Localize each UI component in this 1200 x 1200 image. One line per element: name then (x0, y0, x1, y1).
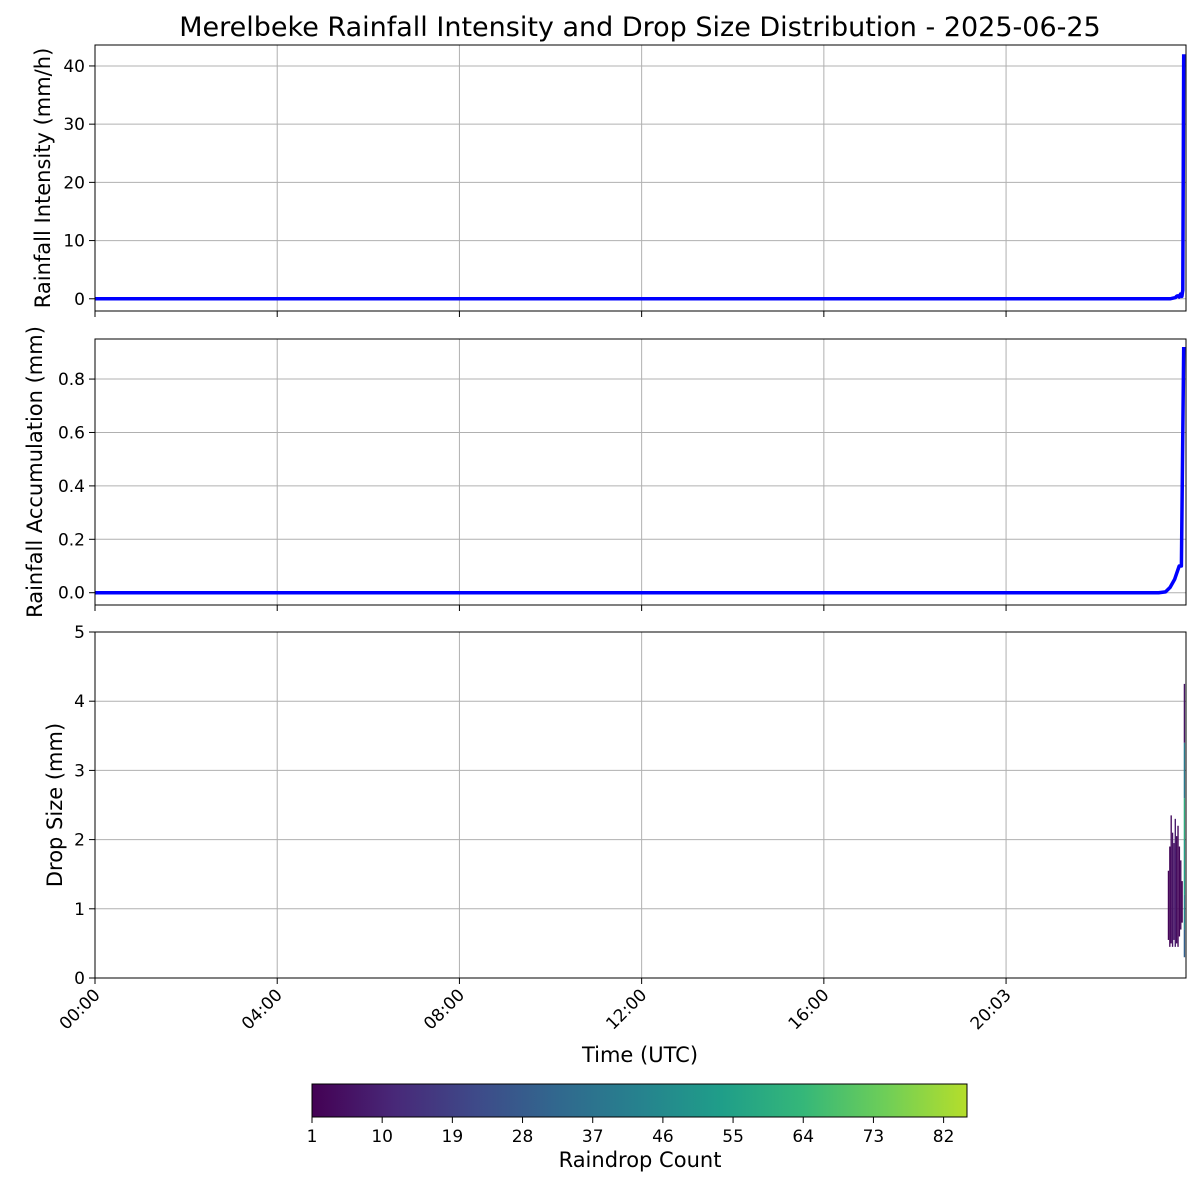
x-tick-label: 04:00 (238, 985, 287, 1034)
colorbar-tick-label: 82 (933, 1127, 955, 1147)
chart-title: Merelbeke Rainfall Intensity and Drop Si… (179, 12, 1100, 43)
colorbar-tick-label: 64 (792, 1127, 814, 1147)
heatmap-cell (1167, 870, 1170, 940)
heatmap-cell (1173, 843, 1175, 940)
colorbar-ticks: 1 10 19 28 37 46 55 64 73 82 (307, 1117, 955, 1147)
colorbar-tick-label: 55 (722, 1127, 744, 1147)
y-tick-label: 3 (74, 761, 85, 781)
heatmap-cell (1181, 881, 1183, 923)
heatmap-cell (1183, 683, 1186, 743)
x-tick-label: 00:00 (56, 985, 105, 1034)
intensity-grid (94, 45, 1186, 311)
dropsize-axes-frame (94, 631, 1187, 979)
accumulation-yticks: 0.0 0.2 0.4 0.6 0.8 (58, 370, 1007, 611)
heatmap-cell (1174, 818, 1176, 947)
heatmap-cell (1183, 929, 1186, 958)
intensity-axes-frame (94, 44, 1187, 312)
heatmap-cell (1180, 860, 1182, 930)
heatmap-cell (1175, 836, 1178, 944)
heatmap-cell (1183, 742, 1186, 799)
y-tick-label: 0.6 (58, 423, 85, 443)
intensity-ylabel: Rainfall Intensity (mm/h) (31, 48, 55, 309)
colorbar-tick-label: 37 (582, 1127, 604, 1147)
time-xlabel: Time (UTC) (581, 1043, 698, 1067)
heatmap-cell (1171, 832, 1174, 947)
heatmap-cell (1183, 839, 1186, 895)
intensity-series-line (95, 54, 1186, 301)
colorbar-tick-label: 19 (442, 1127, 464, 1147)
dropsize-yticks: 0 1 2 3 4 5 (74, 623, 1007, 989)
x-tick-label: 16:00 (785, 985, 834, 1034)
x-tick-label: 12:00 (602, 985, 651, 1034)
y-tick-label: 10 (63, 232, 85, 252)
y-tick-label: 2 (74, 831, 85, 851)
dropsize-heatmap-cells (1167, 683, 1186, 958)
heatmap-cell (1178, 846, 1181, 937)
colorbar-gradient (311, 1083, 968, 1118)
accumulation-grid (94, 339, 1186, 605)
heatmap-cell (1177, 825, 1179, 947)
heatmap-cell (1169, 846, 1171, 947)
colorbar-tick-label: 1 (307, 1127, 318, 1147)
accumulation-series-line (95, 346, 1186, 595)
x-tick-label: 20:03 (967, 985, 1016, 1034)
colorbar-label: Raindrop Count (559, 1148, 722, 1172)
heatmap-cell (1183, 798, 1186, 840)
colorbar-tick-label: 28 (512, 1127, 534, 1147)
dropsize-ylabel: Drop Size (mm) (43, 723, 67, 887)
y-tick-label: 0.8 (58, 370, 85, 390)
intensity-panel: 0 10 20 30 40 Rainfall Intensity (mm/h) (31, 44, 1187, 317)
y-tick-label: 20 (63, 173, 85, 193)
intensity-yticks: 0 10 20 30 40 (63, 57, 1007, 317)
heatmap-cell (1170, 815, 1172, 944)
dropsize-panel: 0 1 2 3 4 5 00:00 04:00 08:00 12:00 16:00 20:03 Dr… (43, 623, 1187, 1067)
colorbar: 1 10 19 28 37 46 55 64 73 82 Raindrop Count (307, 1083, 968, 1172)
accumulation-axes-frame (94, 338, 1187, 606)
y-tick-label: 30 (63, 115, 85, 135)
y-tick-label: 0.2 (58, 530, 85, 550)
y-tick-label: 0 (74, 290, 85, 310)
accumulation-panel: 0.0 0.2 0.4 0.6 0.8 Rainfall Accumulation (m… (23, 326, 1187, 618)
y-tick-label: 4 (74, 692, 85, 712)
y-tick-label: 40 (63, 57, 85, 77)
colorbar-tick-label: 10 (371, 1127, 393, 1147)
y-tick-label: 0.4 (58, 477, 85, 497)
time-xticks: 00:00 04:00 08:00 12:00 16:00 20:03 (56, 985, 1016, 1034)
colorbar-tick-label: 73 (863, 1127, 885, 1147)
accumulation-ylabel: Rainfall Accumulation (mm) (23, 326, 47, 618)
y-tick-label: 5 (74, 623, 85, 643)
dropsize-grid (94, 631, 1186, 979)
y-tick-label: 1 (74, 900, 85, 920)
colorbar-tick-label: 46 (652, 1127, 674, 1147)
x-tick-label: 08:00 (420, 985, 469, 1034)
y-tick-label: 0 (74, 969, 85, 989)
y-tick-label: 0.0 (58, 584, 85, 604)
heatmap-cell (1183, 894, 1186, 930)
